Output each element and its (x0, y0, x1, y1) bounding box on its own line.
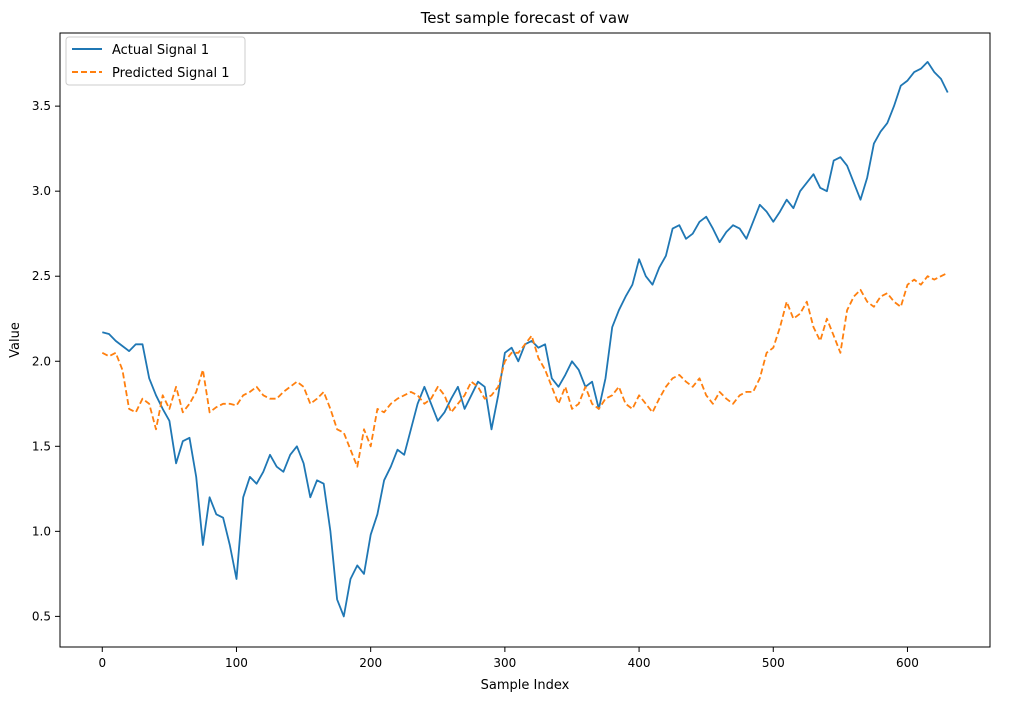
y-tick-label: 3.5 (32, 99, 51, 113)
x-tick-label: 400 (628, 656, 651, 670)
y-tick-label: 3.0 (32, 184, 51, 198)
series-layer (101, 61, 949, 618)
x-axis-label: Sample Index (481, 678, 570, 693)
x-tick-label: 500 (762, 656, 785, 670)
legend-label-actual: Actual Signal 1 (112, 43, 209, 58)
y-tick-label: 2.5 (32, 269, 51, 283)
y-axis: 0.5 1.0 1.5 2.0 2.5 3.0 3.5 (32, 99, 60, 623)
chart-title: Test sample forecast of vaw (420, 9, 630, 27)
series-line-predicted (101, 271, 949, 468)
x-tick-label: 100 (225, 656, 248, 670)
y-tick-label: 0.5 (32, 609, 51, 623)
y-axis-label: Value (8, 322, 23, 358)
legend-box (65, 36, 246, 86)
y-tick-label: 1.0 (32, 524, 51, 538)
x-tick-label: 0 (98, 656, 106, 670)
legend-label-predicted: Predicted Signal 1 (112, 66, 230, 81)
x-tick-label: 600 (896, 656, 919, 670)
plot-area (60, 33, 990, 647)
y-tick-label: 1.5 (32, 439, 51, 453)
y-tick-label: 2.0 (32, 354, 51, 368)
x-tick-label: 200 (359, 656, 382, 670)
legend: Actual Signal 1 Predicted Signal 1 (65, 36, 246, 86)
x-axis: 0 100 200 300 400 500 600 (98, 647, 919, 670)
plot-frame (59, 32, 991, 648)
x-tick-label: 300 (493, 656, 516, 670)
